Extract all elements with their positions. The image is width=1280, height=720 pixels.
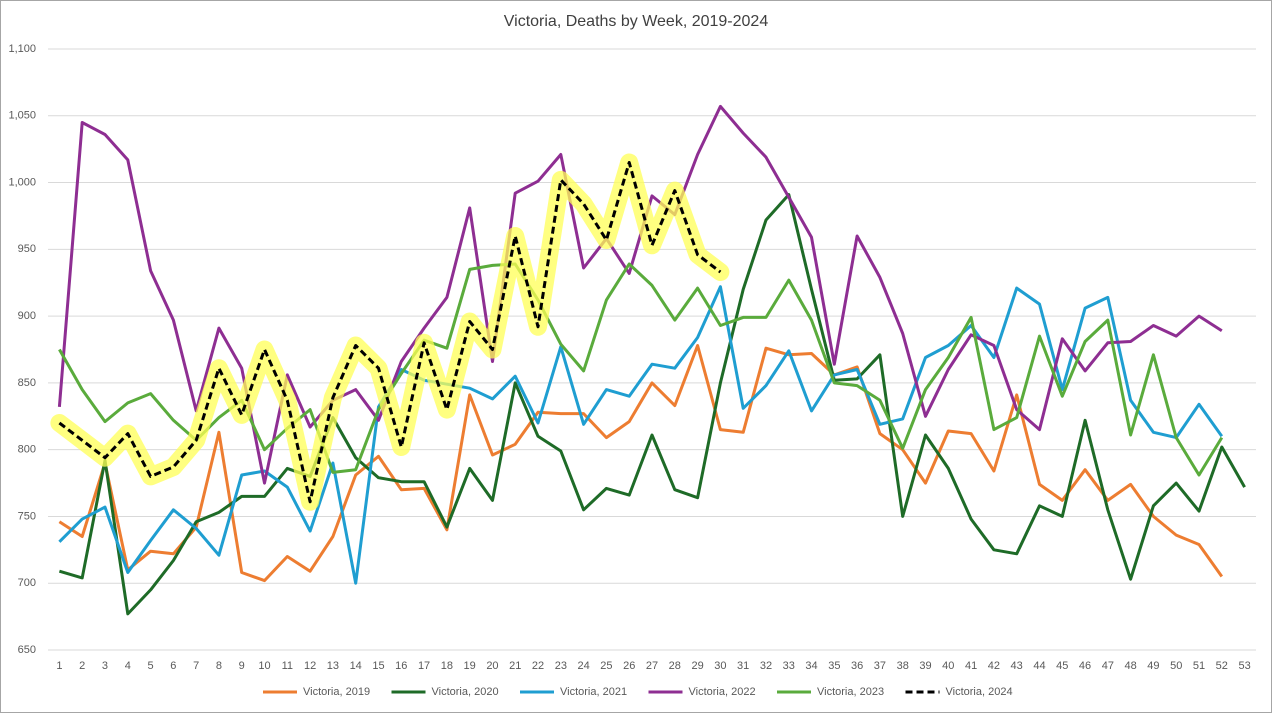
x-tick-label: 26: [623, 660, 635, 672]
x-tick-label: 45: [1056, 660, 1068, 672]
x-tick-label: 2: [79, 660, 85, 672]
x-tick-label: 1: [56, 660, 62, 672]
series-line: [58, 344, 1224, 583]
x-tick-label: 29: [691, 660, 703, 672]
x-tick-label: 41: [965, 660, 977, 672]
x-tick-label: 3: [102, 660, 108, 672]
x-tick-label: 20: [486, 660, 498, 672]
legend-label: Victoria, 2022: [689, 686, 756, 698]
x-tick-label: 52: [1216, 660, 1228, 672]
x-tick-label: 53: [1238, 660, 1250, 672]
x-tick-label: 43: [1011, 660, 1023, 672]
x-tick-label: 23: [555, 660, 567, 672]
x-tick-label: 15: [372, 660, 384, 672]
x-tick-label: 24: [577, 660, 589, 672]
x-tick-label: 21: [509, 660, 521, 672]
x-tick-label: 44: [1033, 660, 1045, 672]
x-tick-label: 37: [874, 660, 886, 672]
x-tick-label: 19: [464, 660, 476, 672]
x-tick-label: 50: [1170, 660, 1182, 672]
y-tick-label: 1,050: [8, 110, 36, 122]
x-tick-label: 35: [828, 660, 840, 672]
x-tick-label: 6: [170, 660, 176, 672]
x-tick-label: 10: [258, 660, 270, 672]
y-tick-label: 900: [18, 310, 36, 322]
legend-label: Victoria, 2021: [560, 686, 627, 698]
x-tick-label: 36: [851, 660, 863, 672]
y-tick-label: 1,100: [8, 43, 36, 55]
x-tick-label: 5: [148, 660, 154, 672]
x-tick-label: 46: [1079, 660, 1091, 672]
x-tick-label: 18: [441, 660, 453, 672]
legend-label: Victoria, 2019: [303, 686, 370, 698]
x-tick-label: 28: [669, 660, 681, 672]
x-tick-label: 17: [418, 660, 430, 672]
x-tick-label: 48: [1125, 660, 1137, 672]
y-tick-label: 850: [18, 377, 36, 389]
legend-label: Victoria, 2023: [817, 686, 884, 698]
x-tick-label: 51: [1193, 660, 1205, 672]
x-tick-label: 8: [216, 660, 222, 672]
chart-title: Victoria, Deaths by Week, 2019-2024: [504, 13, 769, 30]
x-tick-label: 39: [919, 660, 931, 672]
x-tick-label: 25: [600, 660, 612, 672]
x-tick-label: 38: [897, 660, 909, 672]
legend-label: Victoria, 2024: [946, 686, 1013, 698]
x-tick-label: 22: [532, 660, 544, 672]
x-tick-label: 40: [942, 660, 954, 672]
x-tick-label: 7: [193, 660, 199, 672]
y-tick-label: 800: [18, 444, 36, 456]
x-tick-label: 4: [125, 660, 131, 672]
series-line: [58, 193, 1246, 616]
x-tick-label: 32: [760, 660, 772, 672]
y-tick-label: 1,000: [8, 176, 36, 188]
x-tick-label: 12: [304, 660, 316, 672]
y-tick-label: 950: [18, 243, 36, 255]
x-tick-label: 9: [239, 660, 245, 672]
y-tick-label: 700: [18, 577, 36, 589]
y-tick-label: 650: [18, 644, 36, 656]
x-tick-label: 49: [1147, 660, 1159, 672]
series-line: [58, 285, 1224, 585]
x-tick-label: 47: [1102, 660, 1114, 672]
x-tick-label: 34: [805, 660, 817, 672]
x-tick-label: 31: [737, 660, 749, 672]
x-tick-label: 14: [350, 660, 362, 672]
x-tick-label: 30: [714, 660, 726, 672]
y-tick-label: 750: [18, 510, 36, 522]
x-tick-label: 27: [646, 660, 658, 672]
legend-label: Victoria, 2020: [432, 686, 499, 698]
x-tick-label: 11: [282, 660, 293, 672]
x-tick-label: 33: [783, 660, 795, 672]
x-tick-label: 42: [988, 660, 1000, 672]
x-tick-label: 16: [395, 660, 407, 672]
series-line: [58, 161, 722, 504]
x-tick-label: 13: [327, 660, 339, 672]
series-line: [58, 262, 1224, 477]
